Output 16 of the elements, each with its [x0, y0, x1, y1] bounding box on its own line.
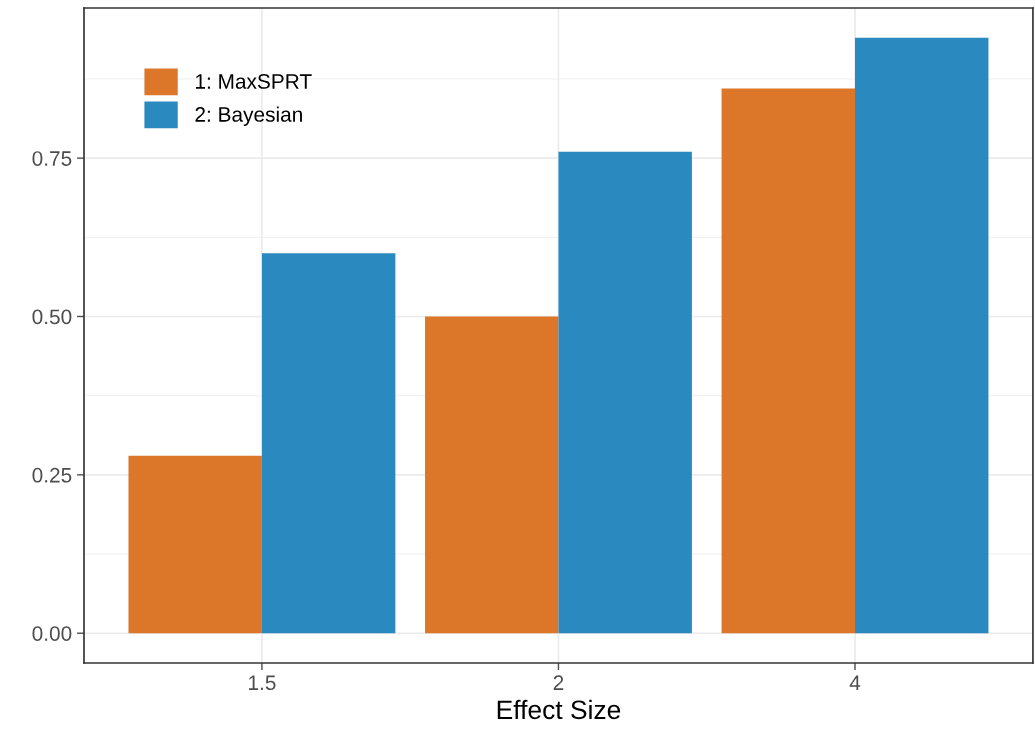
legend-label: 1: MaxSPRT	[196, 74, 312, 89]
y-tick-label: 0.00	[32, 626, 72, 641]
y-tick-label: 0.50	[32, 309, 72, 325]
bar	[855, 37, 989, 634]
bar	[261, 253, 396, 634]
x-tick-label: 1.5	[249, 675, 276, 691]
y-tick-label: 0.75	[32, 151, 72, 166]
y-tick-label: 0.25	[32, 467, 72, 483]
bar	[721, 88, 856, 634]
bar	[128, 455, 262, 634]
x-axis-title: Effect Size	[497, 699, 621, 720]
bar	[425, 316, 559, 634]
bar	[558, 151, 692, 634]
x-tick-label: 4	[849, 675, 861, 690]
legend-label: 2: Bayesian	[195, 106, 302, 126]
x-tick-label: 2	[553, 675, 564, 690]
